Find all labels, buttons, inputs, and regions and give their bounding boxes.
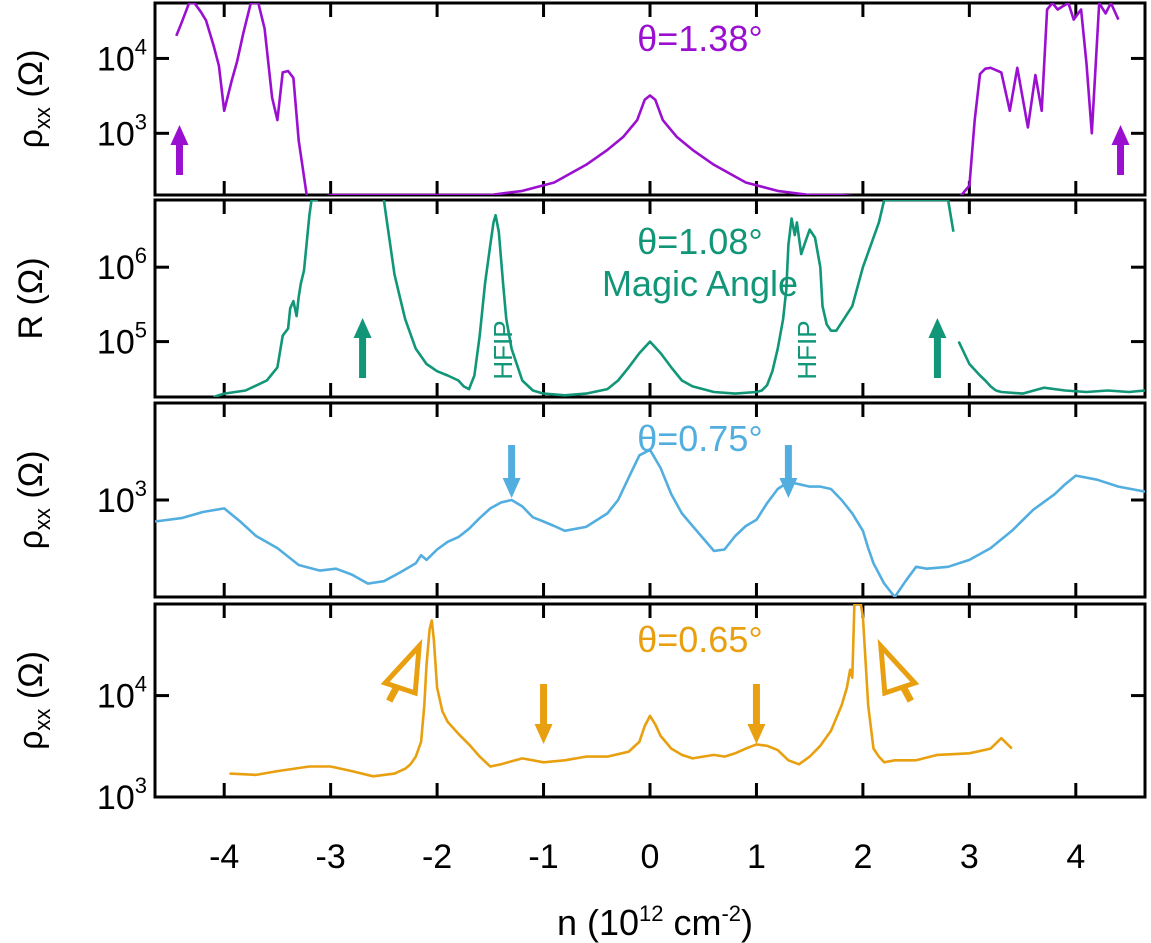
- series-line-p108: [213, 200, 1145, 397]
- x-axis-label-unit: cm: [663, 902, 721, 943]
- panel-title-p065: θ=0.65°: [637, 619, 763, 660]
- x-axis-label: n (1012 cm-2): [557, 901, 753, 943]
- arrow-head-up: [928, 318, 947, 338]
- x-axis-label-exp: 12: [639, 901, 663, 926]
- y-tick-exp: 3: [135, 773, 147, 798]
- x-tick-label: 2: [853, 838, 872, 876]
- y-tick-label: 103: [97, 476, 147, 520]
- arrow-head-down: [534, 724, 553, 744]
- x-tick-label: -3: [316, 838, 346, 876]
- y-tick-base: 10: [97, 115, 135, 153]
- y-tick-exp: 3: [135, 476, 147, 501]
- x-axis: -4 -3 -2 -1 0 1 2 3 4: [209, 838, 1085, 876]
- y-tick-base: 10: [97, 482, 135, 520]
- arrow-head-down: [779, 478, 798, 498]
- y-label-sub: xx: [30, 709, 55, 731]
- panel-title-p075: θ=0.75°: [637, 418, 763, 459]
- y-tick-label: 103: [97, 109, 147, 153]
- series-line-p138: [175, 3, 1120, 195]
- y-label-rho: ρ: [12, 530, 50, 549]
- y-tick-exp: 6: [135, 243, 147, 268]
- y-tick-label: 105: [97, 318, 147, 362]
- y-axis-label-p108: R (Ω): [12, 257, 50, 339]
- y-tick-base: 10: [97, 779, 135, 817]
- arrow-head-down: [502, 478, 521, 498]
- y-tick-base: 10: [97, 249, 135, 287]
- y-tick-base: 10: [97, 324, 135, 362]
- y-tick-exp: 4: [135, 34, 147, 59]
- y-label-rho: ρ: [12, 731, 50, 750]
- x-tick-label: -2: [422, 838, 452, 876]
- series-line-p075: [155, 448, 1145, 597]
- y-tick-exp: 4: [135, 672, 147, 697]
- y-label-unit: (Ω): [12, 451, 50, 509]
- arrow-head-up: [170, 125, 189, 145]
- hfip-label: HFIP: [488, 320, 518, 379]
- x-axis-label-close: ): [741, 902, 753, 943]
- x-axis-label-text: n (10: [557, 902, 639, 943]
- arrow-head-up: [353, 318, 372, 338]
- y-tick-base: 10: [97, 678, 135, 716]
- x-tick-label: 0: [641, 838, 660, 876]
- y-axis-label-p065: ρxx (Ω): [12, 651, 55, 750]
- y-axis-label-p075: ρxx (Ω): [12, 451, 55, 550]
- y-label-sub: xx: [30, 107, 55, 129]
- y-label-sub: xx: [30, 508, 55, 530]
- series-line-p065: [229, 604, 1013, 778]
- x-tick-label: -4: [209, 838, 239, 876]
- panel-subtitle-p108: Magic Angle: [602, 263, 798, 304]
- y-label-rho: ρ: [12, 129, 50, 148]
- y-tick-base: 10: [97, 40, 135, 78]
- y-tick-label: 103: [97, 773, 147, 817]
- x-tick-label: 1: [747, 838, 766, 876]
- x-tick-label: 4: [1066, 838, 1085, 876]
- hollow-arrow-head: [877, 638, 920, 697]
- y-tick-label: 106: [97, 243, 147, 287]
- y-label-unit: (Ω): [12, 50, 50, 108]
- y-tick-exp: 5: [135, 318, 147, 343]
- arrow-head-up: [1111, 125, 1130, 145]
- x-tick-label: 3: [960, 838, 979, 876]
- hfip-label: HFIP: [792, 320, 822, 379]
- x-tick-label: -1: [528, 838, 558, 876]
- y-tick-label: 104: [97, 34, 147, 78]
- y-label-unit: (Ω): [12, 651, 50, 709]
- panel-title-p138: θ=1.38°: [637, 18, 763, 59]
- panel-p075: 103 ρxx (Ω) θ=0.75°: [12, 401, 1147, 599]
- hollow-arrow-head: [380, 638, 423, 697]
- x-axis-label-unit-exp: -2: [721, 901, 741, 926]
- y-axis-label-p138: ρxx (Ω): [12, 50, 55, 149]
- y-tick-label: 104: [97, 672, 147, 716]
- y-tick-exp: 3: [135, 109, 147, 134]
- panel-title-p108: θ=1.08°: [637, 221, 763, 262]
- arrow-head-down: [747, 724, 766, 744]
